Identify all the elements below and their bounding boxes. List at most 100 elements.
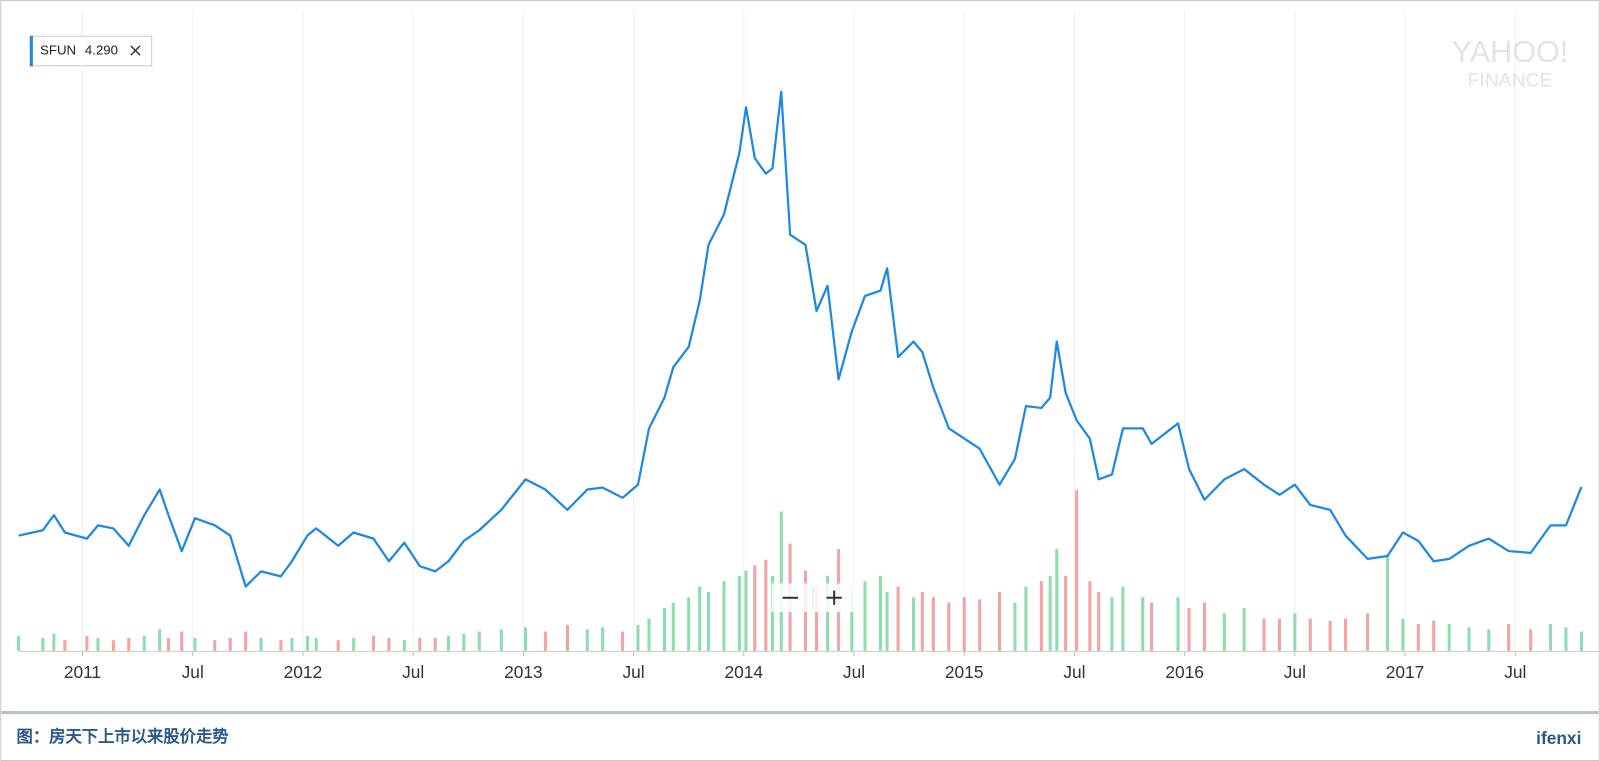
volume-bar: [662, 607, 666, 651]
volume-bar: [962, 597, 966, 651]
volume-bar: [477, 631, 481, 651]
volume-bar: [671, 602, 675, 651]
x-tick-label: 2016: [1165, 662, 1204, 682]
volume-bar: [1277, 618, 1281, 651]
volume-bar: [753, 565, 757, 651]
volume-bar: [1097, 591, 1101, 651]
volume-bar: [1039, 581, 1043, 651]
volume-bar: [687, 597, 691, 651]
volume-bar: [290, 637, 294, 651]
volume-bar: [142, 635, 146, 651]
volume-bar: [1416, 624, 1420, 651]
x-tick-label: 2015: [945, 662, 984, 682]
volume-bar: [111, 640, 115, 651]
volume-bar: [259, 637, 263, 651]
volume-bar: [1308, 618, 1312, 651]
volume-bar: [896, 586, 900, 651]
volume-bar: [585, 629, 589, 651]
volume-bar: [279, 640, 283, 651]
volume-bar: [1549, 624, 1553, 651]
volume-bar: [1507, 624, 1511, 651]
grid-group: 2011 Jul 2012 Jul 2013 Jul 2014 Jul 2015 Jul 2016 J…: [18, 10, 1600, 682]
volume-bar: [1222, 613, 1226, 651]
volume-bar: [1013, 602, 1017, 651]
x-tick-label: Jul: [1504, 662, 1526, 682]
volume-bar: [1467, 627, 1471, 651]
volume-bar: [193, 637, 197, 651]
x-tick-label: Jul: [843, 662, 865, 682]
brand: ifenxi: [1536, 728, 1581, 748]
volume-bar: [601, 627, 605, 651]
volume-bar: [997, 591, 1002, 651]
volume-bar: [418, 637, 422, 651]
volume-bar: [565, 625, 569, 651]
x-tick-label: Jul: [402, 662, 424, 682]
volume-bar: [1579, 631, 1583, 651]
volume-bar: [1487, 629, 1491, 651]
volume-bar: [698, 586, 702, 651]
zoom-in[interactable]: [826, 590, 842, 605]
volume-bar: [1401, 618, 1405, 651]
x-tick-label: 2014: [725, 662, 764, 682]
volume-bar: [1293, 613, 1297, 651]
volume-bar: [402, 640, 406, 651]
x-tick-label: Jul: [623, 662, 645, 682]
volume-bar: [1529, 629, 1533, 651]
volume-bar: [737, 575, 741, 651]
volume-bar: [433, 637, 437, 651]
volume-bar: [1150, 602, 1154, 651]
volume-bar: [336, 640, 340, 651]
volume-bar: [244, 631, 248, 651]
volume-bar: [305, 635, 309, 651]
volume-bar: [387, 637, 391, 651]
volume-bar: [722, 581, 726, 651]
volume-bar: [1344, 618, 1348, 651]
volume-bar: [826, 575, 830, 651]
volume-bar: [1048, 575, 1052, 651]
volume-bar: [911, 597, 916, 651]
volume-bar: [41, 637, 45, 651]
volume-bar: [931, 597, 935, 651]
volume-bar: [499, 629, 503, 651]
price-line: [18, 90, 1583, 588]
footer: [1, 711, 1599, 760]
volume-bar: [1088, 581, 1092, 651]
volume-bar: [213, 640, 217, 651]
volume-bar: [1024, 586, 1028, 651]
volume-bar: [815, 586, 819, 651]
volume-bar: [314, 637, 318, 651]
volume-bar: [621, 631, 625, 651]
volume-bar: [1242, 607, 1246, 651]
volume-bar: [63, 640, 67, 651]
volume-bar: [1366, 613, 1370, 651]
x-tick-label: 2017: [1386, 662, 1425, 682]
volume-bar: [446, 635, 450, 651]
volume-bar: [1110, 597, 1114, 651]
legend-swatch: [29, 35, 33, 67]
legend-value: 4.290: [85, 43, 118, 58]
volume-bar: [1447, 624, 1451, 651]
volume-bar: [166, 637, 171, 651]
x-tick-label: Jul: [1284, 662, 1306, 682]
watermark: YAHOO!: [1452, 35, 1569, 69]
x-tick-label: Jul: [182, 662, 204, 682]
volume-bar: [1262, 618, 1266, 651]
watermark: FINANCE: [1467, 70, 1552, 92]
volume-bar: [1202, 602, 1207, 651]
volume-bar: [180, 631, 184, 651]
legend-close[interactable]: [130, 45, 141, 56]
volume-bar: [779, 511, 783, 651]
legend-name: SFUN: [40, 43, 76, 58]
volume-bar: [1075, 490, 1079, 651]
volume-bar: [352, 637, 356, 651]
x-tick-label: 2013: [504, 662, 543, 682]
x-tick-label: 2012: [284, 662, 323, 682]
volume-bar: [127, 637, 131, 651]
volume-bar: [636, 625, 640, 651]
volume-bar: [706, 591, 711, 651]
legend[interactable]: SFUN 4.290: [29, 35, 153, 67]
volume-bar: [850, 586, 854, 651]
volume-bar: [978, 599, 982, 651]
volume-bar: [1176, 597, 1180, 651]
